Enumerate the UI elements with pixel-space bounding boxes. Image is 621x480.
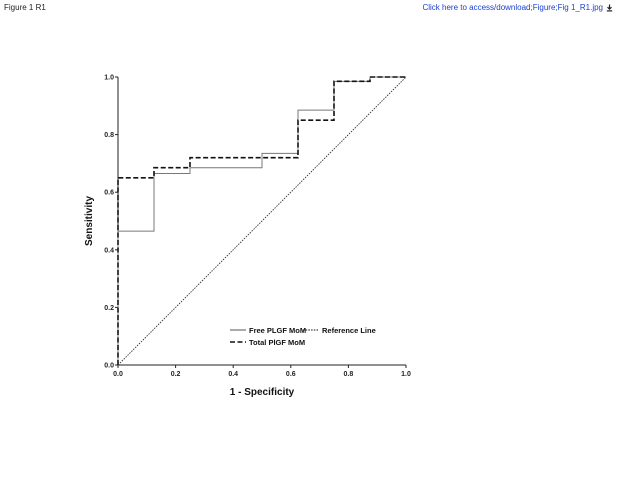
download-link[interactable]: Click here to access/download;Figure;Fig… (422, 3, 603, 12)
y-tick-label: 0.4 (104, 247, 114, 254)
legend-label: Reference Line (322, 326, 376, 335)
y-tick-label: 0.6 (104, 190, 114, 197)
x-tick-label: 0.0 (113, 371, 123, 378)
download-link-container[interactable]: Click here to access/download;Figure;Fig… (422, 3, 613, 12)
y-tick-label: 0.0 (104, 363, 114, 370)
figure-label: Figure 1 R1 (4, 3, 46, 12)
series-line-reference-line (117, 76, 407, 366)
y-tick-label: 0.8 (104, 132, 114, 139)
x-tick-label: 0.6 (286, 371, 296, 378)
series-line-free-plgf-mom (117, 76, 406, 365)
x-tick-label: 0.4 (228, 371, 238, 378)
x-axis-label: 1 - Specificity (230, 387, 295, 398)
x-tick-label: 0.2 (171, 371, 181, 378)
y-tick-label: 1.0 (104, 75, 114, 82)
x-tick-label: 0.8 (344, 371, 354, 378)
x-tick-label: 1.0 (401, 371, 411, 378)
series-line-total-plgf-mom (117, 76, 406, 365)
y-axis-label: Sensitivity (84, 196, 95, 246)
legend-label: Free PLGF MoM (249, 326, 306, 335)
download-icon[interactable] (606, 4, 613, 12)
legend-label: Total PlGF MoM (249, 338, 305, 347)
y-tick-label: 0.2 (104, 305, 114, 312)
